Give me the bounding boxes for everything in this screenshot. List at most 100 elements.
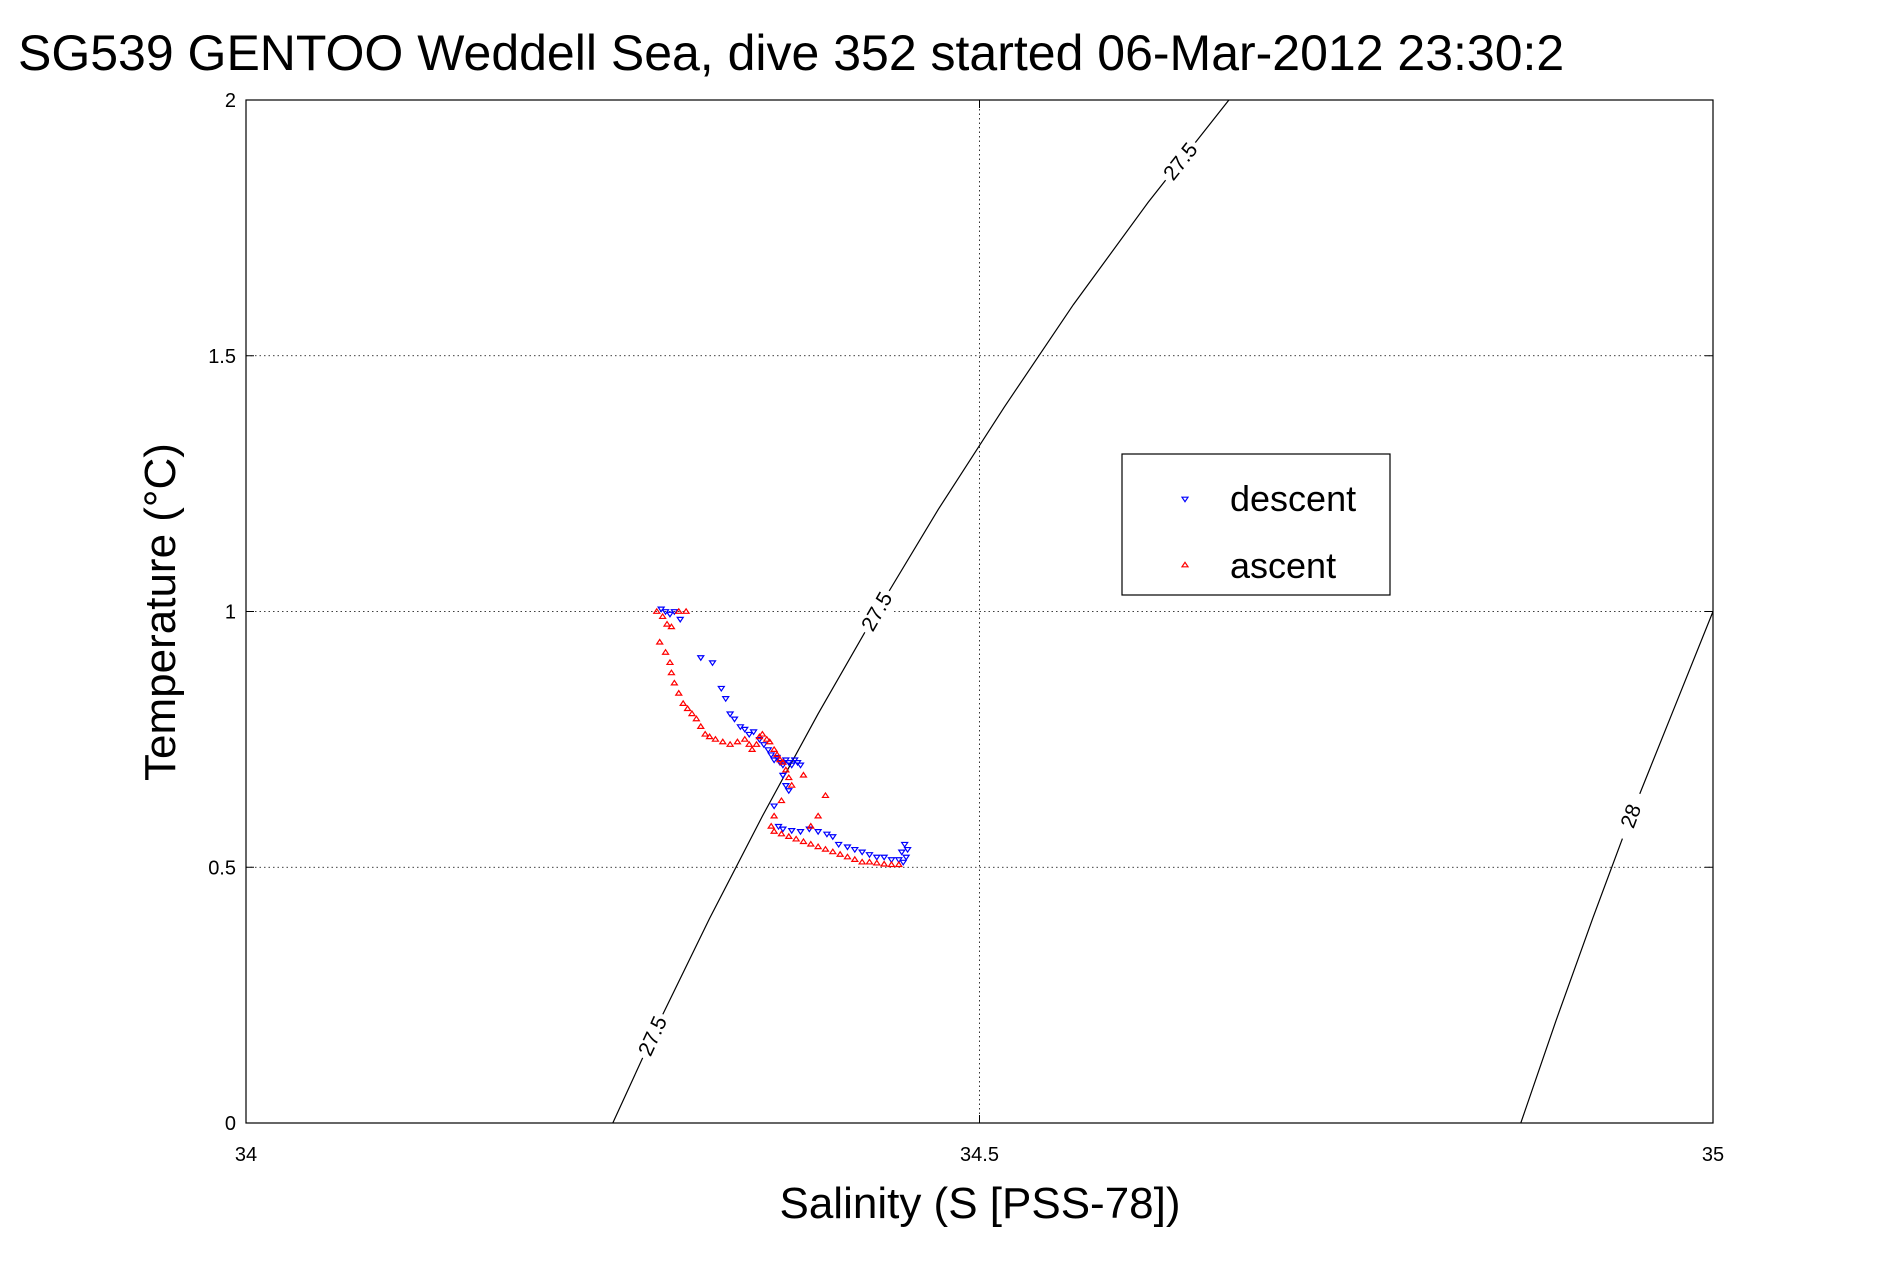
descent-point bbox=[843, 844, 852, 851]
ascent-point bbox=[701, 730, 710, 737]
descent-point bbox=[787, 762, 796, 769]
descent-point bbox=[834, 841, 843, 849]
descent-point bbox=[900, 841, 909, 849]
ascent-point bbox=[777, 796, 786, 804]
y-tick-label: 1.5 bbox=[208, 346, 236, 368]
descent-point bbox=[755, 736, 764, 744]
x-tick-label: 35 bbox=[1702, 1144, 1724, 1166]
descent-point bbox=[769, 803, 779, 810]
ascent-point bbox=[894, 860, 903, 868]
descent-point bbox=[897, 849, 906, 856]
descent-point bbox=[764, 747, 773, 754]
descent-point bbox=[696, 655, 705, 662]
chart-title: SG539 GENTOO Weddell Sea, dive 352 start… bbox=[18, 25, 1564, 81]
ascent-point bbox=[821, 791, 830, 799]
ascent-point bbox=[799, 771, 808, 778]
data-points bbox=[652, 606, 912, 868]
ascent-point bbox=[667, 623, 676, 630]
contour-label-bg bbox=[630, 1008, 675, 1064]
descent-point bbox=[717, 685, 726, 693]
ascent-point bbox=[784, 832, 793, 839]
descent-point bbox=[805, 826, 814, 833]
descent-point bbox=[676, 616, 685, 623]
ascent-point bbox=[692, 715, 701, 722]
descent-point bbox=[665, 611, 675, 618]
ascent-point bbox=[872, 859, 881, 866]
ascent-point bbox=[655, 638, 664, 645]
ascent-point bbox=[718, 738, 727, 745]
ascent-point bbox=[769, 827, 779, 834]
ascent-point bbox=[661, 648, 670, 655]
descent-point bbox=[796, 829, 805, 836]
descent-point bbox=[725, 711, 735, 718]
descent-point bbox=[858, 849, 867, 856]
descent-point bbox=[781, 783, 790, 790]
descent-point bbox=[772, 754, 782, 762]
ascent-point bbox=[850, 855, 859, 862]
ascent-point bbox=[858, 858, 867, 865]
ascent-point bbox=[733, 738, 742, 745]
descent-point bbox=[796, 762, 805, 769]
ascent-point bbox=[711, 735, 720, 742]
ascent-point bbox=[880, 860, 889, 867]
ascent-point bbox=[814, 812, 823, 819]
descent-point bbox=[899, 859, 908, 866]
descent-point bbox=[767, 752, 776, 759]
legend-marker-ascent bbox=[1180, 561, 1190, 568]
ascent-point bbox=[687, 710, 697, 717]
ascent-point bbox=[665, 658, 675, 666]
contour-label: 28 bbox=[1804, 361, 1835, 392]
descent-point bbox=[708, 660, 717, 667]
descent-point bbox=[850, 846, 859, 854]
ascent-point bbox=[806, 822, 815, 829]
descent-point bbox=[865, 852, 874, 859]
ascent-point bbox=[843, 853, 852, 860]
ascent-point bbox=[814, 843, 823, 850]
ascent-point bbox=[778, 758, 788, 765]
density-contour-28 bbox=[1520, 609, 1713, 1123]
series-descent bbox=[657, 606, 912, 866]
ascent-point bbox=[667, 669, 676, 676]
legend: descent ascent bbox=[1121, 453, 1391, 596]
x-tick-label: 34 bbox=[235, 1144, 257, 1166]
series-ascent bbox=[652, 607, 903, 868]
contour-label-bg bbox=[1155, 134, 1206, 189]
descent-point bbox=[749, 729, 758, 736]
ascent-point bbox=[652, 607, 661, 614]
ascent-point bbox=[747, 745, 757, 753]
descent-point bbox=[745, 731, 754, 739]
y-tick-label: 1 bbox=[225, 602, 236, 624]
ascent-point bbox=[705, 733, 714, 740]
ascent-point bbox=[679, 699, 688, 706]
ascent-point bbox=[745, 740, 754, 747]
descent-point bbox=[814, 829, 823, 836]
y-tick-label: 0.5 bbox=[208, 857, 236, 879]
ascent-point bbox=[821, 845, 830, 852]
ascent-point bbox=[674, 689, 683, 696]
ascent-point bbox=[725, 740, 735, 747]
ascent-point bbox=[784, 773, 793, 781]
descent-point bbox=[822, 831, 832, 838]
y-axis-title: Temperature (°C) bbox=[136, 443, 185, 781]
y-axis-ticks: 0 0.5 1 1.5 2 bbox=[208, 90, 1713, 1135]
grid-lines bbox=[246, 99, 1714, 1123]
y-tick-label: 2 bbox=[225, 90, 236, 112]
descent-point bbox=[778, 772, 788, 779]
ascent-point bbox=[769, 812, 779, 819]
descent-point bbox=[880, 854, 889, 861]
ascent-point bbox=[792, 835, 801, 842]
ascent-point bbox=[762, 735, 771, 742]
ascent-point bbox=[758, 730, 767, 737]
ascent-point bbox=[828, 848, 837, 855]
descent-point bbox=[740, 726, 749, 733]
contour-label-bg bbox=[1610, 789, 1652, 844]
ascent-point bbox=[765, 738, 774, 745]
contour-label-bg bbox=[1796, 349, 1840, 404]
legend-box bbox=[1121, 453, 1391, 596]
x-axis-title: Salinity (S [PSS-78]) bbox=[779, 1179, 1180, 1228]
ascent-point bbox=[777, 830, 786, 837]
ascent-point bbox=[865, 858, 874, 865]
ascent-point bbox=[674, 607, 683, 614]
